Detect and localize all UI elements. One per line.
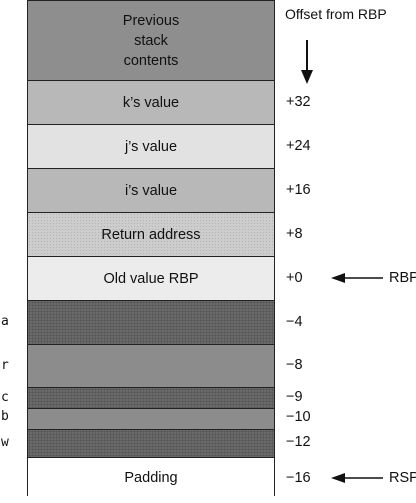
offset-i: +16 (286, 182, 311, 198)
var-label-c: c (1, 390, 9, 405)
offset-j: +24 (286, 138, 311, 154)
var-label-w: w (1, 435, 9, 450)
offset-k: +32 (286, 94, 311, 110)
offset-b: −10 (286, 409, 311, 425)
cell-j-value: j’s value (28, 125, 274, 169)
cell-i-value: i’s value (28, 169, 274, 213)
cell-previous-stack: Previous stack contents (28, 1, 274, 81)
var-label-b: b (1, 409, 9, 424)
rbp-arrow-icon (331, 273, 383, 283)
rbp-label: RBP (389, 270, 416, 286)
cell-var-w (28, 430, 274, 458)
cell-padding: Padding (28, 458, 274, 497)
cell-label: k’s value (122, 94, 180, 111)
cell-label: i’s value (124, 182, 178, 199)
cell-var-c (28, 388, 274, 409)
offset-return: +8 (286, 226, 303, 242)
rsp-label: RSP (389, 470, 416, 486)
cell-label: Old value RBP (103, 270, 199, 287)
cell-var-r (28, 345, 274, 388)
cell-var-a (28, 301, 274, 345)
offset-a: −4 (286, 314, 303, 330)
cell-old-rbp: Old value RBP (28, 257, 274, 301)
var-label-a: a (1, 314, 9, 329)
cell-label: j’s value (124, 138, 178, 155)
cell-var-b (28, 409, 274, 430)
cell-label: Padding (124, 469, 178, 486)
offset-c: −9 (286, 389, 303, 405)
offset-header: Offset from RBP (285, 6, 387, 22)
down-arrow-icon (301, 40, 313, 84)
stack-frame: Previous stack contents k’s value j’s va… (27, 0, 275, 497)
offset-padding: −16 (286, 470, 311, 486)
cell-k-value: k’s value (28, 81, 274, 125)
var-label-r: r (1, 358, 9, 373)
cell-label: Previous stack contents (122, 12, 180, 69)
offset-w: −12 (286, 434, 311, 450)
offset-old-rbp: +0 (286, 270, 303, 286)
cell-return-address: Return address (28, 213, 274, 257)
rsp-arrow-icon (331, 473, 383, 483)
cell-label: Return address (101, 226, 201, 243)
offset-r: −8 (286, 357, 303, 373)
